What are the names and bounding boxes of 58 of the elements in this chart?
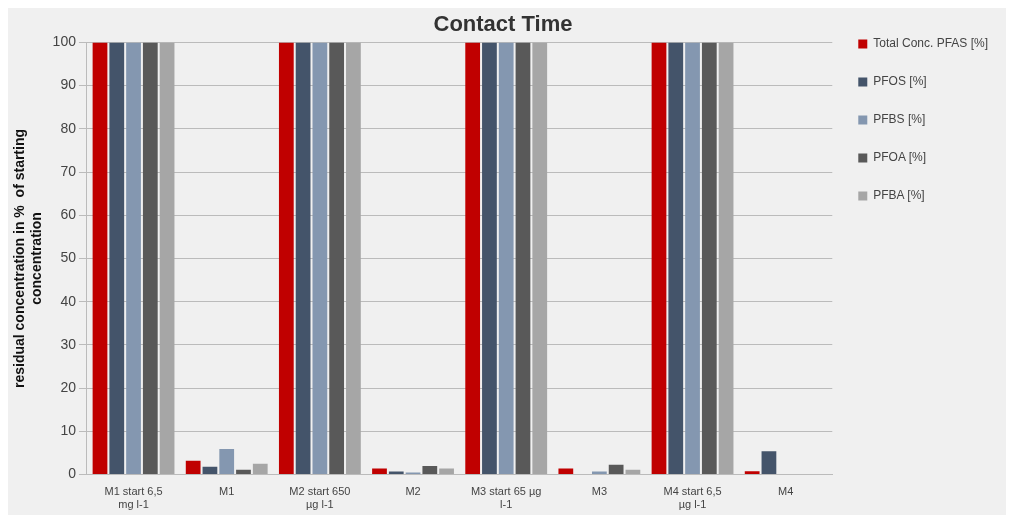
bar bbox=[465, 42, 481, 475]
legend-label: PFOA [%] bbox=[873, 150, 926, 165]
bar bbox=[439, 468, 454, 475]
y-tick-label: 50 bbox=[60, 249, 77, 266]
y-axis-title: residual concentration in % of starting concentration bbox=[11, 128, 45, 389]
x-tick-label: M3 start 65 µg l-1 bbox=[470, 485, 542, 511]
bar bbox=[159, 42, 175, 475]
bar bbox=[142, 42, 158, 475]
bar bbox=[346, 42, 361, 475]
y-tick-label: 30 bbox=[60, 335, 77, 352]
bar bbox=[744, 471, 760, 475]
bar bbox=[761, 451, 777, 475]
chart-title: Contact Time bbox=[433, 11, 573, 37]
y-tick-label: 20 bbox=[60, 379, 77, 396]
bar bbox=[422, 465, 438, 475]
bar bbox=[185, 460, 201, 475]
x-tick-label: M1 start 6,5 mg l-1 bbox=[104, 485, 163, 511]
bar bbox=[92, 42, 108, 475]
bar bbox=[668, 42, 684, 475]
y-tick-label: 100 bbox=[52, 33, 77, 50]
legend-label: PFBS [%] bbox=[873, 112, 926, 127]
y-tick-label: 60 bbox=[60, 206, 77, 223]
x-tick-label: M4 bbox=[778, 485, 794, 498]
bar bbox=[651, 42, 667, 475]
x-tick-label: M2 start 650 µg l-1 bbox=[289, 485, 351, 511]
x-tick-label: M1 bbox=[219, 485, 235, 498]
bar bbox=[701, 42, 717, 475]
bar bbox=[498, 42, 514, 475]
x-tick-label: M4 start 6,5 µg l-1 bbox=[663, 485, 722, 511]
bar bbox=[608, 464, 624, 475]
bar bbox=[126, 42, 141, 475]
y-tick-label: 40 bbox=[60, 292, 77, 309]
x-tick-label: M2 bbox=[405, 485, 421, 498]
legend-label: PFOS [%] bbox=[873, 74, 927, 89]
bar bbox=[372, 468, 387, 475]
y-tick-label: 90 bbox=[60, 76, 77, 93]
bar bbox=[202, 466, 218, 475]
bar bbox=[295, 42, 311, 475]
bar bbox=[312, 42, 328, 475]
bar bbox=[685, 42, 700, 475]
bar bbox=[252, 463, 268, 475]
bar bbox=[278, 42, 294, 475]
y-tick-label: 80 bbox=[60, 119, 77, 136]
bar bbox=[329, 42, 345, 475]
legend-label: PFBA [%] bbox=[873, 188, 925, 203]
bar bbox=[236, 469, 251, 475]
bar bbox=[718, 42, 734, 475]
y-tick-label: 70 bbox=[60, 162, 77, 179]
y-tick-label: 0 bbox=[68, 465, 77, 482]
bar bbox=[482, 42, 497, 475]
legend-label: Total Conc. PFAS [%] bbox=[873, 36, 988, 51]
bar bbox=[532, 42, 548, 475]
bar bbox=[109, 42, 125, 475]
bar bbox=[219, 449, 235, 475]
bar bbox=[558, 468, 574, 475]
y-tick-label: 10 bbox=[60, 422, 77, 439]
bar bbox=[515, 42, 531, 475]
x-tick-label: M3 bbox=[591, 485, 608, 498]
